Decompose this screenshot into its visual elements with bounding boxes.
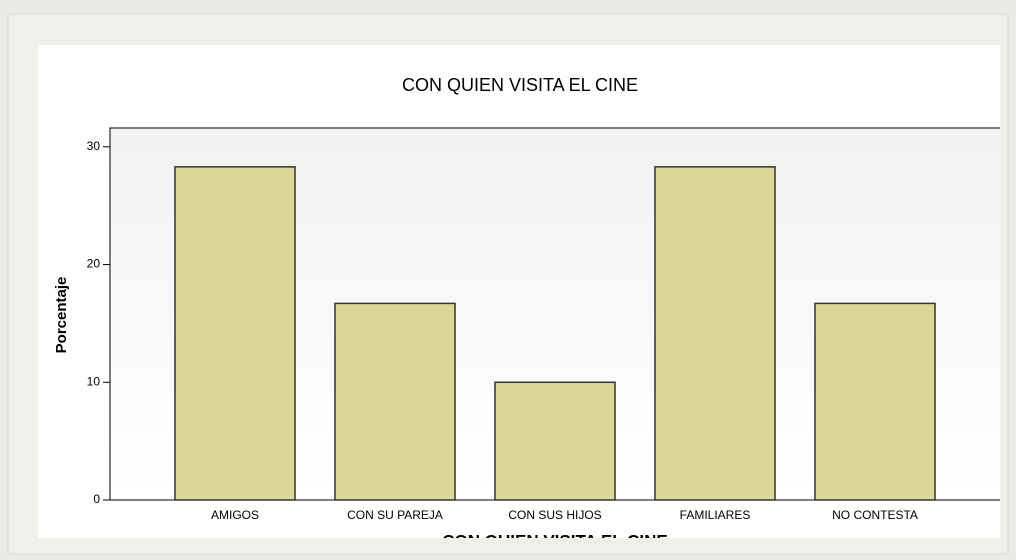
y-axis-label: Porcentaje: [53, 277, 70, 354]
y-tick-label: 0: [93, 492, 100, 506]
panel: CON QUIEN VISITA EL CINE Porcentaje CON …: [38, 45, 1000, 550]
y-tick-label: 30: [87, 139, 101, 153]
bar: [654, 166, 776, 501]
y-tick-label: 20: [87, 257, 101, 271]
bar: [174, 166, 296, 501]
x-tick-label: CON SUS HIJOS: [508, 508, 601, 522]
x-tick-label: FAMILIARES: [680, 508, 751, 522]
x-tick-label: AMIGOS: [211, 508, 259, 522]
bar: [814, 302, 936, 501]
x-tick-label: NO CONTESTA: [832, 508, 918, 522]
chart-title: CON QUIEN VISITA EL CINE: [402, 75, 638, 95]
x-tick-label: CON SU PAREJA: [347, 508, 443, 522]
bar: [334, 302, 456, 501]
y-tick-label: 10: [87, 374, 101, 388]
x-axis-label: CON QUIEN VISITA EL CINE: [442, 531, 667, 550]
bar: [494, 381, 616, 501]
